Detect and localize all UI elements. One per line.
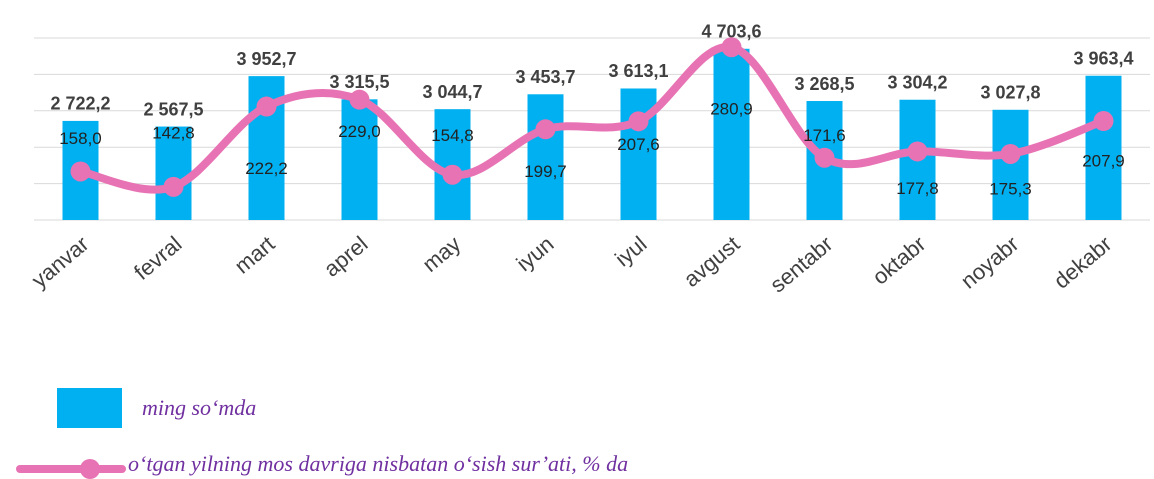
bar-value-label: 2 567,5 (143, 99, 203, 119)
x-tick-label: dekabr (1049, 231, 1117, 293)
line-value-label: 207,6 (617, 135, 660, 154)
legend-swatch-bar (57, 388, 122, 428)
bar-value-label: 3 268,5 (794, 74, 854, 94)
bar-value-label: 3 952,7 (236, 49, 296, 69)
x-tick-label: noyabr (956, 231, 1024, 293)
line-value-label: 171,6 (803, 126, 846, 145)
legend-label: ming so‘mda (142, 395, 256, 420)
bar (713, 48, 750, 221)
x-tick-label: iyun (511, 231, 558, 276)
x-tick-label: aprel (319, 231, 373, 282)
x-tick-label: fevral (129, 231, 186, 285)
bar-value-label: 3 027,8 (980, 83, 1040, 103)
bar-value-label: 2 722,2 (50, 94, 110, 114)
line-marker (628, 111, 649, 132)
x-tick-label: may (418, 231, 466, 277)
line-value-label: 280,9 (710, 100, 753, 119)
bar (992, 109, 1029, 220)
bar-value-label: 3 304,2 (887, 72, 947, 92)
line-marker (70, 161, 91, 182)
line-marker (814, 147, 835, 168)
x-tick-label: mart (230, 231, 280, 278)
legend-swatch-marker (80, 459, 100, 479)
line-marker (163, 176, 184, 197)
bar (341, 99, 378, 220)
bar (527, 94, 564, 220)
x-tick-label: yanvar (27, 231, 94, 293)
line-marker (1000, 143, 1021, 164)
line-value-label: 207,9 (1082, 151, 1125, 170)
line-marker (256, 96, 277, 117)
legend-label: o‘tgan yilning mos davriga nisbatan o‘si… (128, 451, 628, 476)
line-value-label: 199,7 (524, 162, 567, 181)
line-value-label: 175,3 (989, 179, 1032, 198)
line-marker (1093, 111, 1114, 132)
bar-value-label: 3 963,4 (1073, 48, 1133, 68)
x-tick-label: sentabr (765, 231, 837, 297)
x-tick-label: iyul (610, 231, 651, 271)
line-marker (907, 141, 928, 162)
line-value-label: 229,0 (338, 122, 381, 141)
line-marker (535, 119, 556, 140)
line-marker (442, 164, 463, 185)
line (76, 43, 1108, 194)
x-tick-label: oktabr (868, 231, 931, 289)
line-marker (721, 37, 742, 58)
bar (434, 109, 471, 220)
bar-value-label: 3 613,1 (608, 61, 668, 81)
bar-value-label: 4 703,6 (701, 22, 761, 42)
line-value-label: 177,8 (896, 179, 939, 198)
bar-value-label: 3 315,5 (329, 72, 389, 92)
bar-value-label: 3 044,7 (422, 82, 482, 102)
bar (155, 126, 192, 220)
x-tick-label: avgust (679, 231, 745, 292)
line-value-label: 222,2 (245, 159, 288, 178)
bar-value-label: 3 453,7 (515, 67, 575, 87)
line-marker (349, 89, 370, 110)
line-value-label: 154,8 (431, 126, 474, 145)
line-value-label: 158,0 (59, 129, 102, 148)
line-value-label: 142,8 (152, 123, 195, 142)
bar (1085, 75, 1122, 220)
